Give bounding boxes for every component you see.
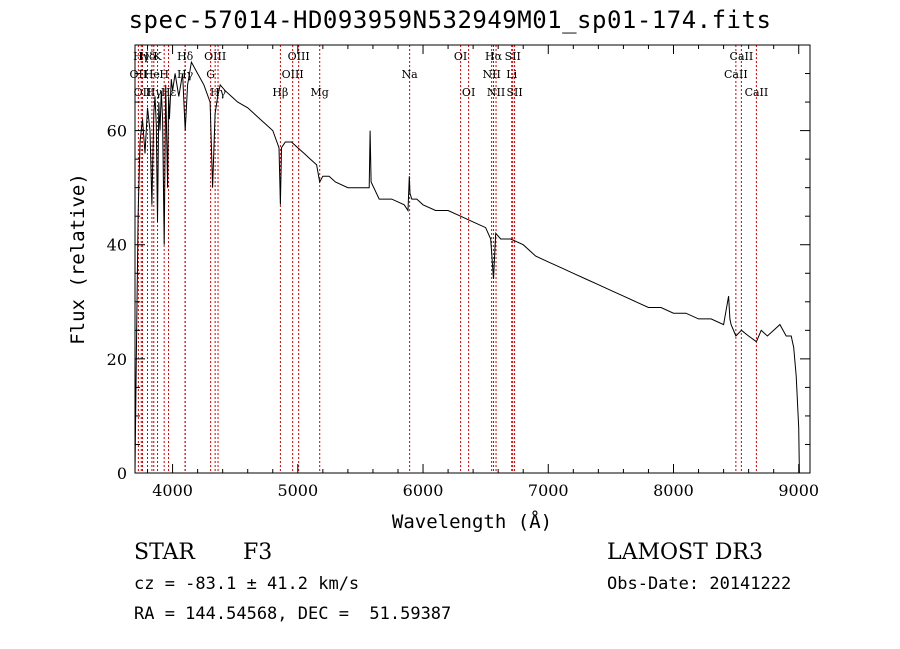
y-tick-label-1: 20 xyxy=(107,350,127,369)
redshift-readout: cz = -83.1 ± 41.2 km/s xyxy=(134,574,360,594)
line-label-21: NII xyxy=(482,68,500,81)
line-label-16: OIII xyxy=(288,50,310,63)
x-tick-label-4: 8000 xyxy=(653,481,694,500)
line-label-25: Li xyxy=(506,68,517,81)
line-label-17: Mg xyxy=(311,86,329,99)
x-tick-label-2: 6000 xyxy=(403,481,444,500)
line-label-2: OII xyxy=(134,86,152,99)
y-axis-label: Flux (relative) xyxy=(67,173,89,345)
survey-name: LAMOST DR3 xyxy=(607,540,763,565)
line-label-20: OI xyxy=(462,86,475,99)
line-label-24: SII xyxy=(505,50,521,63)
line-label-18: Na xyxy=(402,68,419,81)
line-label-0: OII xyxy=(130,68,148,81)
x-tick-label-1: 5000 xyxy=(277,481,318,500)
line-label-22: Hα xyxy=(485,50,503,63)
line-label-4: He xyxy=(144,68,160,81)
coordinates: RA = 144.54568, DEC = 51.59387 xyxy=(134,604,452,624)
line-label-19: OI xyxy=(454,50,467,63)
y-tick-label-2: 40 xyxy=(107,236,127,255)
spectrum-line xyxy=(134,60,800,474)
line-label-11: G xyxy=(206,68,215,81)
line-label-10: Hγ xyxy=(177,68,194,81)
line-label-28: CaII xyxy=(730,50,754,63)
y-tick-label-3: 60 xyxy=(107,122,127,141)
line-label-29: CaII xyxy=(745,86,769,99)
line-label-1: Hγ xyxy=(133,50,150,63)
observation-date: Obs-Date: 20141222 xyxy=(607,574,792,594)
line-label-9: Hδ xyxy=(177,50,194,63)
line-label-7: H xyxy=(159,68,169,81)
line-label-3: Hδ xyxy=(139,50,156,63)
x-tick-label-5: 9000 xyxy=(778,481,819,500)
y-tick-label-0: 0 xyxy=(117,464,127,483)
spectral-subclass: F3 xyxy=(243,540,273,565)
line-label-27: CaII xyxy=(724,68,748,81)
line-label-12: OIII xyxy=(204,50,226,63)
plot-frame xyxy=(134,44,811,474)
object-class: STAR xyxy=(134,540,195,565)
line-label-23: NII xyxy=(487,86,505,99)
spectral-line-markers xyxy=(137,45,757,473)
x-axis-label: Wavelength (Å) xyxy=(392,510,552,533)
line-label-26: SII xyxy=(506,86,522,99)
line-label-5: Hγ xyxy=(146,86,163,99)
line-label-15: OIII xyxy=(282,68,304,81)
line-label-14: Hβ xyxy=(272,86,288,99)
line-label-6: K xyxy=(153,50,162,63)
axis-ticks: 4000 5000 6000 7000 8000 9000 0 20 40 60 xyxy=(107,45,819,500)
x-tick-label-3: 7000 xyxy=(528,481,569,500)
chart-title: spec-57014-HD093959N532949M01_sp01-174.f… xyxy=(128,6,772,34)
x-tick-label-0: 4000 xyxy=(152,481,193,500)
